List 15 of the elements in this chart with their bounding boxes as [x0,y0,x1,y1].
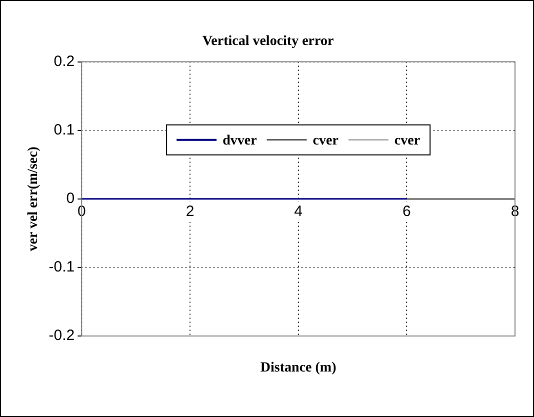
legend-label: cver [394,133,420,148]
x-tick-label: 6 [402,203,411,220]
y-tick-label: 0.2 [54,52,75,70]
x-tick-label: 2 [186,203,194,220]
x-axis-title: Distance (m) [260,360,337,376]
y-tick-label: 0.1 [54,121,75,138]
y-tick-label: -0.2 [48,327,75,344]
x-tick-label: 4 [294,203,302,220]
legend-label: dvver [222,133,257,148]
y-axis-title: ver vel err(m/sec) [26,146,42,252]
chart-title: Vertical velocity error [202,34,334,50]
y-tick-label: -0.1 [48,258,75,276]
legend-label: cver [312,133,338,148]
y-tick-label: 0 [66,190,75,208]
x-tick-label: 0 [77,203,86,220]
